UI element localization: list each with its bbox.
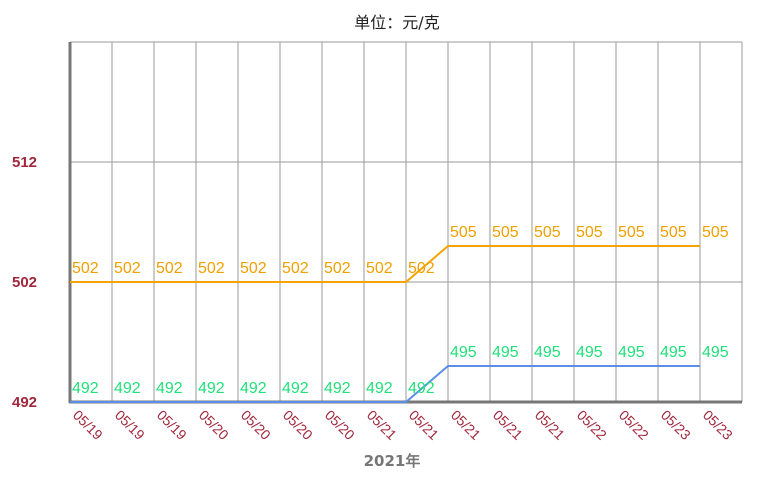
x-tick-label: 05/23 [700, 407, 736, 443]
data-label: 492 [114, 380, 141, 397]
data-label: 492 [366, 380, 393, 397]
data-label: 495 [702, 344, 729, 361]
data-label: 495 [618, 344, 645, 361]
x-tick-label: 05/21 [364, 407, 400, 443]
series-line-2 [70, 365, 700, 403]
data-label: 505 [534, 224, 561, 241]
data-label: 492 [408, 380, 435, 397]
y-tick-label: 512 [12, 154, 37, 171]
data-label: 502 [156, 260, 183, 277]
data-label: 505 [492, 224, 519, 241]
data-label: 505 [660, 224, 687, 241]
data-label: 495 [576, 344, 603, 361]
data-label: 502 [114, 260, 141, 277]
data-label: 502 [366, 260, 393, 277]
data-label: 502 [324, 260, 351, 277]
x-tick-label: 05/21 [448, 407, 484, 443]
data-label: 502 [72, 260, 99, 277]
data-label: 495 [534, 344, 561, 361]
x-axis-label: 2021年 [364, 452, 421, 470]
data-label: 492 [324, 380, 351, 397]
x-tick-label: 05/19 [154, 407, 190, 443]
x-tick-label: 05/19 [70, 407, 106, 443]
x-axis-ticks: 05/19 05/19 05/19 05/20 05/20 05/20 05/20 05/21… [70, 407, 736, 443]
y-axis-ticks: 512 502 492 [12, 154, 37, 411]
x-tick-label: 05/20 [196, 407, 232, 443]
x-tick-label: 05/20 [322, 407, 358, 443]
x-tick-label: 05/20 [238, 407, 274, 443]
data-label: 495 [450, 344, 477, 361]
x-tick-label: 05/22 [616, 407, 652, 443]
data-label: 495 [492, 344, 519, 361]
series-line-1 [70, 245, 700, 283]
y-tick-label: 502 [12, 274, 37, 291]
series-lines [70, 245, 700, 403]
data-label: 495 [660, 344, 687, 361]
y-tick-label: 492 [12, 394, 37, 411]
data-labels: 502 502 502 502 502 502 502 502 502 505 505 505 505 5… [72, 224, 729, 397]
x-tick-label: 05/21 [490, 407, 526, 443]
data-label: 505 [618, 224, 645, 241]
chart-title: 单位：元/克 [354, 13, 439, 32]
data-label: 505 [576, 224, 603, 241]
x-tick-label: 05/22 [574, 407, 610, 443]
x-tick-label: 05/21 [406, 407, 442, 443]
data-label: 492 [282, 380, 309, 397]
x-tick-label: 05/19 [112, 407, 148, 443]
data-label: 492 [72, 380, 99, 397]
data-label: 502 [408, 260, 435, 277]
data-label: 502 [240, 260, 267, 277]
data-label: 502 [198, 260, 225, 277]
data-label: 492 [240, 380, 267, 397]
x-tick-label: 05/20 [280, 407, 316, 443]
x-tick-label: 05/21 [532, 407, 568, 443]
data-label: 492 [156, 380, 183, 397]
data-label: 492 [198, 380, 225, 397]
data-label: 502 [282, 260, 309, 277]
x-tick-label: 05/23 [658, 407, 694, 443]
data-label: 505 [702, 224, 729, 241]
data-label: 505 [450, 224, 477, 241]
